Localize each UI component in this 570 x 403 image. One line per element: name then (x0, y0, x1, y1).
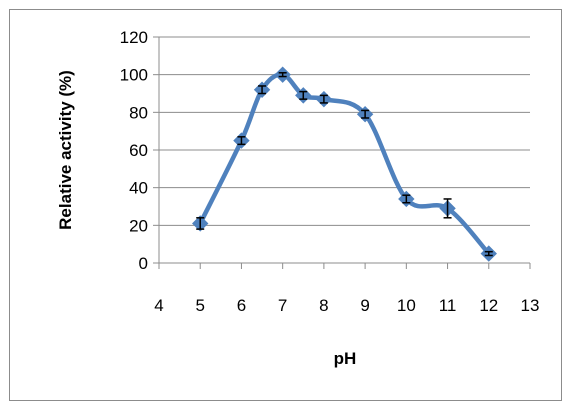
x-tick-label: 13 (521, 296, 540, 315)
x-tick-label: 8 (319, 296, 328, 315)
y-tick-label: 120 (120, 28, 148, 47)
x-tick-label: 4 (154, 296, 163, 315)
y-tick-label: 100 (120, 66, 148, 85)
y-tick-label: 0 (139, 254, 148, 273)
x-tick-label: 9 (360, 296, 369, 315)
y-axis-title: Relative activity (%) (56, 70, 75, 230)
x-tick-label: 7 (278, 296, 287, 315)
x-tick-label: 5 (195, 296, 204, 315)
x-tick-label: 6 (237, 296, 246, 315)
series-layer (192, 66, 497, 262)
y-tick-label: 60 (129, 141, 148, 160)
axis-layer (153, 36, 531, 269)
y-tick-label: 20 (129, 216, 148, 235)
x-tick-label: 11 (439, 296, 457, 315)
x-tick-label: 12 (479, 296, 498, 315)
label-layer: 0 20 40 60 80 100 120 4 5 6 7 8 9 10 11 12 13 (120, 28, 540, 315)
y-tick-label: 40 (129, 179, 148, 198)
series-line (197, 72, 492, 256)
x-tick-label: 10 (397, 296, 416, 315)
x-axis-title: pH (334, 349, 357, 368)
y-tick-label: 80 (129, 103, 148, 122)
